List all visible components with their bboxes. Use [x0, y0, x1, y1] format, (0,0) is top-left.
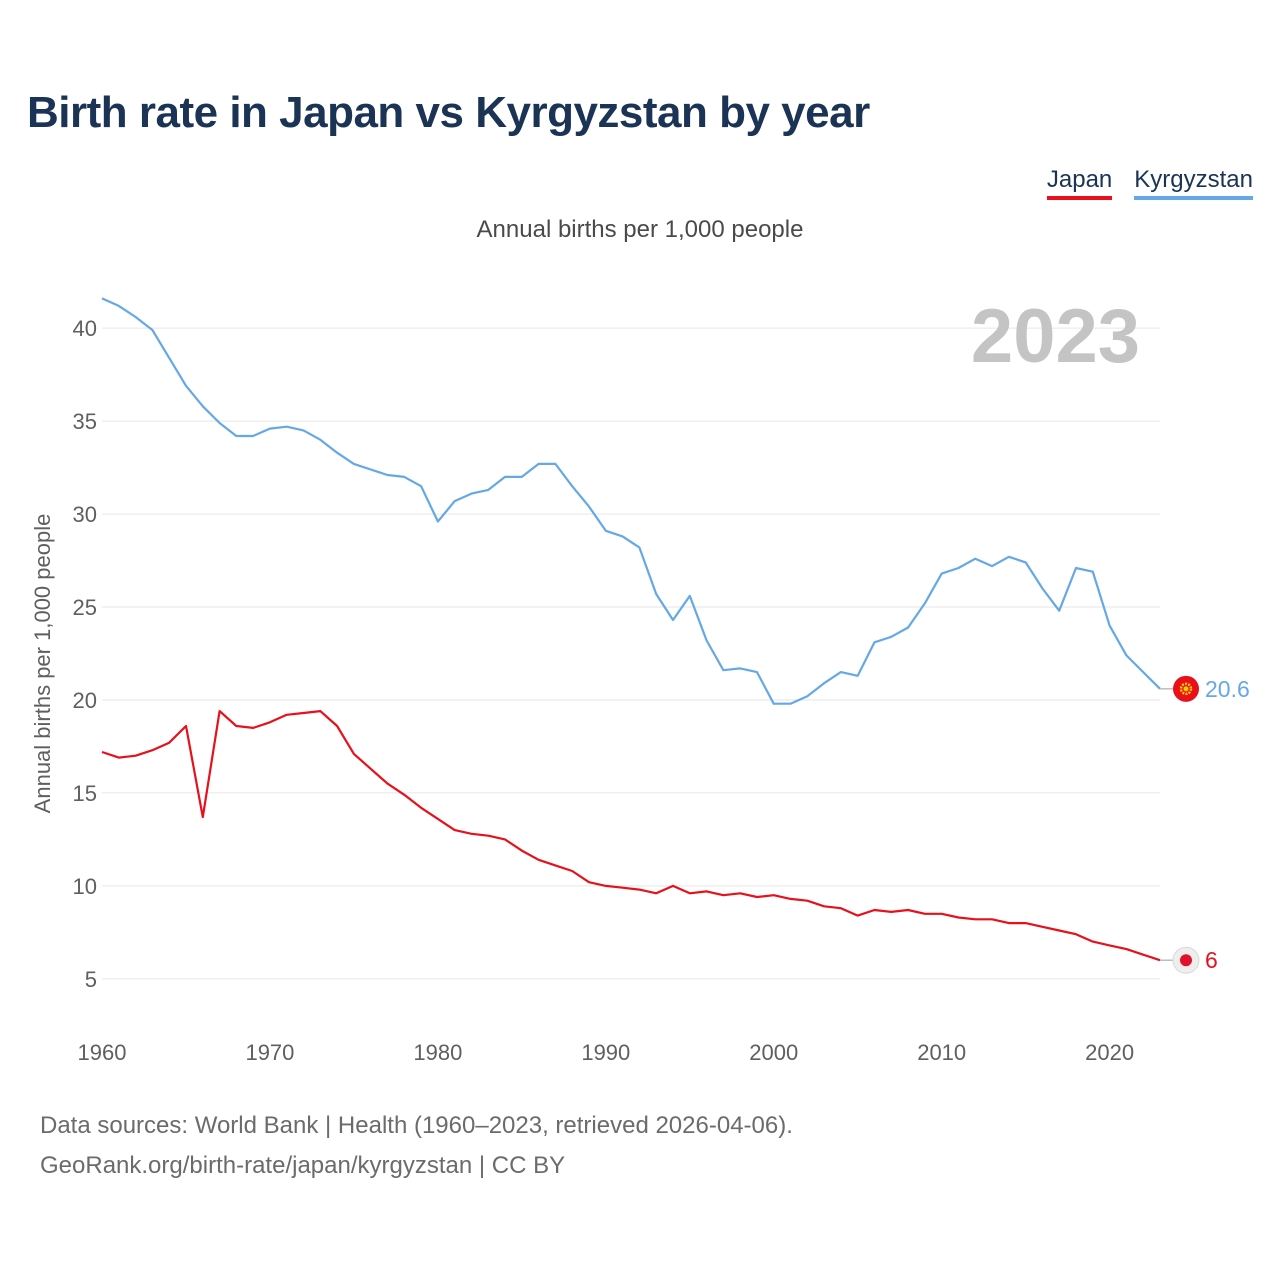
flag-sun-icon — [1179, 682, 1193, 696]
y-tick-label: 35 — [73, 409, 97, 434]
y-tick-label: 10 — [73, 874, 97, 899]
y-tick-label: 25 — [73, 595, 97, 620]
year-watermark: 2023 — [971, 294, 1140, 379]
legend-item-kyrgyzstan[interactable]: Kyrgyzstan — [1134, 166, 1253, 200]
legend-item-japan[interactable]: Japan — [1046, 166, 1113, 200]
line-chart: 5 10 15 20 25 30 35 40 1960 1970 1980 1990 2000 2010 2… — [30, 294, 1250, 1065]
chart-subtitle: Annual births per 1,000 people — [476, 216, 804, 243]
y-tick-label: 5 — [85, 967, 97, 992]
y-tick-label: 15 — [73, 781, 97, 806]
y-tick-label: 30 — [73, 502, 97, 527]
flag-sun-center-icon — [1183, 686, 1189, 692]
series-line-kyrgyzstan — [101, 297, 1161, 705]
x-tick-label: 1970 — [245, 1040, 294, 1065]
x-tick-label: 2000 — [749, 1040, 798, 1065]
y-axis-label: Annual births per 1,000 people — [30, 514, 55, 814]
source-note: Data sources: World Bank | Health (1960–… — [40, 1106, 793, 1186]
series-line-japan — [101, 709, 1161, 962]
x-tick-label: 2010 — [917, 1040, 966, 1065]
end-value-label-kyrgyzstan: 20.6 — [1205, 676, 1250, 702]
source-line-2[interactable]: GeoRank.org/birth-rate/japan/kyrgyzstan … — [40, 1152, 566, 1179]
x-tick-label: 1990 — [581, 1040, 630, 1065]
flag-disc-icon — [1180, 954, 1192, 967]
chart-title: Birth rate in Japan vs Kyrgyzstan by yea… — [27, 88, 870, 137]
legend: Japan Kyrgyzstan — [1046, 166, 1253, 200]
y-tick-label: 20 — [73, 688, 97, 713]
end-value-label-japan: 6 — [1205, 947, 1218, 973]
source-line-1: Data sources: World Bank | Health (1960–… — [40, 1112, 793, 1139]
x-tick-label: 1960 — [78, 1040, 127, 1065]
x-tick-label: 1980 — [413, 1040, 462, 1065]
y-tick-label: 40 — [73, 316, 97, 341]
x-tick-label: 2020 — [1085, 1040, 1134, 1065]
